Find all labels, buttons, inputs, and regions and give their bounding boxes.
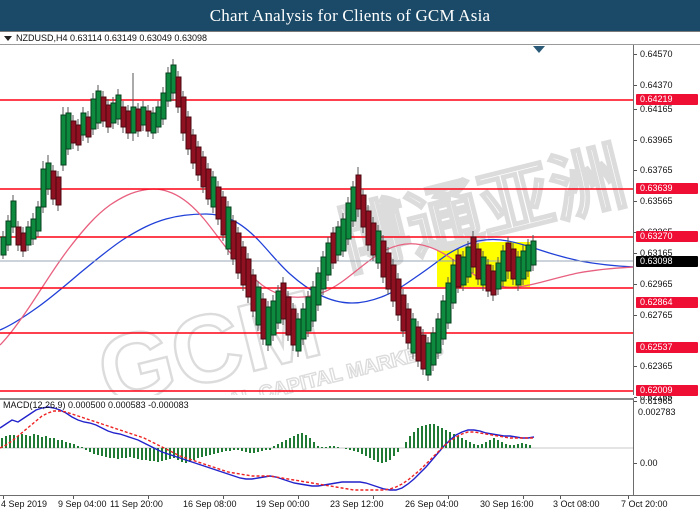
terminal-body: NZDUSD,H4 0.63114 0.63149 0.63049 0.6309… — [0, 31, 700, 532]
time-tick-mark — [628, 496, 629, 499]
level-label-resistance-2[interactable]: 0.63639 — [636, 183, 698, 194]
tick-dash — [634, 253, 637, 254]
ma-slow-line — [0, 213, 633, 331]
page-title: Chart Analysis for Clients of GCM Asia — [209, 6, 491, 25]
price-tick: 0.63765 — [634, 165, 700, 176]
price-tick: 0.63965 — [634, 135, 700, 146]
tick-dash — [634, 366, 637, 367]
tick-dash — [634, 109, 637, 110]
level-label-support-1[interactable]: 0.62864 — [636, 297, 698, 308]
macd-chart-pane[interactable] — [0, 398, 634, 495]
price-tick: 0.64165 — [634, 104, 700, 115]
time-tick-mark — [223, 496, 224, 499]
time-label: 23 Sep 12:00 — [330, 499, 384, 509]
price-tick: 0.64370 — [634, 80, 700, 91]
price-chart-pane[interactable]: GCM GLOBAL CAPITAL MARKETS 博通亚洲 — [0, 45, 634, 395]
macd-histogram — [1, 424, 531, 463]
tick-dash — [634, 170, 637, 171]
time-tick-mark — [523, 496, 524, 499]
tick-dash — [634, 463, 637, 464]
time-label: 19 Sep 00:00 — [256, 499, 310, 509]
symbol-ohlc-text: NZDUSD,H4 0.63114 0.63149 0.63049 0.6309… — [16, 33, 207, 43]
price-tick: 0.62765 — [634, 310, 700, 321]
price-tick: 0.62965 — [634, 279, 700, 290]
chart-top-marker-icon — [533, 46, 545, 53]
tick-dash — [634, 232, 637, 233]
time-scale[interactable]: 4 Sep 2019 9 Sep 04:00 11 Sep 20:00 16 S… — [0, 495, 700, 532]
macd-indicator-label: MACD(12,26,9) 0.000500 0.000583 -0.00008… — [3, 400, 189, 410]
level-label-support-3[interactable]: 0.62009 — [636, 385, 698, 396]
candlestick-series — [0, 59, 537, 381]
symbol-bar[interactable]: NZDUSD,H4 0.63114 0.63149 0.63049 0.6309… — [0, 32, 700, 45]
chevron-down-icon[interactable] — [4, 36, 12, 41]
price-tick: 0.62365 — [634, 361, 700, 372]
time-label: 16 Sep 08:00 — [183, 499, 237, 509]
ma-fast-line — [0, 188, 633, 346]
price-tick: 0.61965 — [634, 396, 700, 407]
time-tick-mark — [560, 496, 561, 499]
time-tick-mark — [298, 496, 299, 499]
time-label: 7 Oct 20:00 — [621, 499, 668, 509]
tick-dash — [634, 401, 637, 402]
time-tick-mark — [3, 496, 4, 499]
tick-dash — [634, 284, 637, 285]
time-tick-mark — [448, 496, 449, 499]
level-label-resistance-1[interactable]: 0.64219 — [636, 94, 698, 105]
tick-dash — [634, 140, 637, 141]
tick-dash — [634, 54, 637, 55]
time-label: 30 Sep 16:00 — [480, 499, 534, 509]
time-label: 3 Oct 08:00 — [553, 499, 600, 509]
macd-signal-line — [0, 410, 534, 491]
macd-tick-top: 0.002783 — [638, 407, 676, 417]
tick-dash — [634, 201, 637, 202]
time-tick-mark — [148, 496, 149, 499]
time-tick-mark — [373, 496, 374, 499]
time-label: 11 Sep 20:00 — [110, 499, 163, 509]
level-label-support-2[interactable]: 0.62537 — [636, 342, 698, 353]
macd-tick-zero: 0.00 — [634, 458, 700, 469]
price-plot — [0, 59, 633, 392]
macd-plot — [0, 406, 633, 491]
price-tick: 0.63565 — [634, 196, 700, 207]
window-title-bar: Chart Analysis for Clients of GCM Asia — [0, 0, 700, 31]
time-label: 26 Sep 04:00 — [405, 499, 459, 509]
time-label: 9 Sep 04:00 — [58, 499, 107, 509]
time-tick-mark — [73, 496, 74, 499]
price-tick: 0.62165 — [634, 392, 700, 403]
tick-dash — [634, 315, 637, 316]
price-scale[interactable]: 0.64570 0.64370 0.64219 0.64165 0.63965 … — [634, 45, 700, 521]
price-tick: 0.63165 — [634, 248, 700, 259]
time-label: 4 Sep 2019 — [1, 499, 48, 509]
tick-dash — [634, 397, 637, 398]
current-price-label[interactable]: 0.63098 — [636, 256, 698, 267]
tick-dash — [634, 85, 637, 86]
price-tick: 0.64570 — [634, 49, 700, 60]
level-label-resistance-3[interactable]: 0.63270 — [636, 231, 698, 242]
